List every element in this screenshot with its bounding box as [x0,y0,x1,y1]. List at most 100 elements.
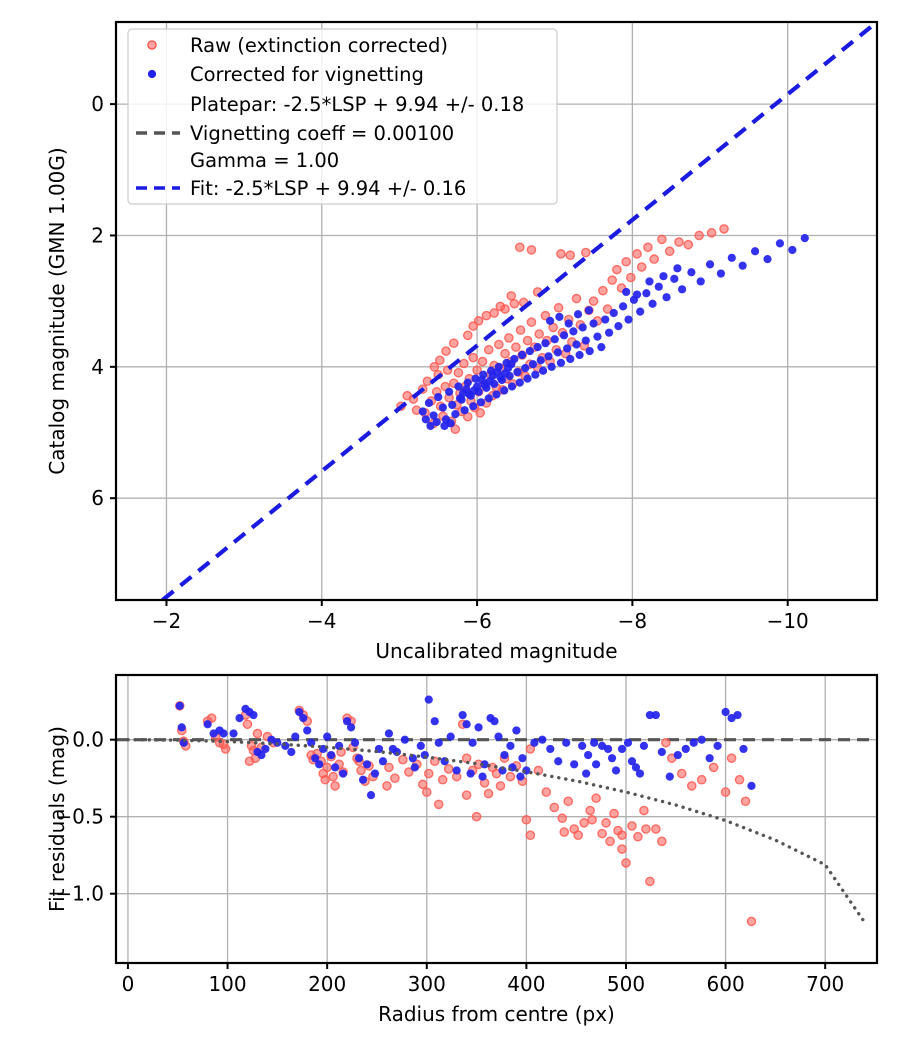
legend-item-label: Vignetting coeff = 0.00100 [190,122,454,145]
data-point [382,781,392,791]
data-point [585,805,595,816]
data-point [404,767,414,777]
data-point [504,333,514,343]
data-point [546,744,555,754]
data-point [604,328,614,337]
data-point [726,753,737,763]
data-point [330,781,340,791]
x-axis-label: Radius from centre (px) [378,1002,615,1026]
data-point [557,813,568,824]
data-point [440,421,449,431]
data-point [602,304,613,314]
legend-marker-icon [147,40,157,50]
data-point [346,723,356,732]
data-point [528,360,538,369]
data-point [674,237,684,247]
data-point [323,732,332,741]
data-point [463,378,472,387]
data-point [643,242,653,253]
data-point [350,738,360,747]
data-point [516,772,525,781]
data-point [538,366,548,375]
data-point [670,274,679,283]
data-point [489,308,499,318]
data-layer [116,695,877,927]
data-point [480,760,489,769]
data-point [639,805,649,816]
data-point [481,310,492,321]
data-point [494,339,504,350]
legend-item: Gamma = 1.00 [190,149,339,172]
data-point [694,230,704,241]
data-point [468,352,479,363]
y-tick-label: 0 [91,92,104,116]
data-point [621,858,631,868]
data-point [641,824,651,834]
data-point [747,781,756,790]
data-point [559,827,570,837]
data-point [740,796,751,807]
data-point [617,744,627,754]
data-point [451,410,460,419]
data-point [303,726,312,735]
data-point [612,264,622,275]
data-point [706,228,717,238]
data-point [476,398,486,407]
data-point [705,260,715,269]
data-point [579,818,589,828]
x-tick-label: 200 [308,972,346,996]
data-point [446,732,455,741]
data-point [581,336,590,345]
data-point [281,741,290,750]
data-point [511,342,521,352]
data-point [526,245,537,255]
legend-item: Corrected for vignetting [147,63,424,86]
data-point [601,315,610,324]
data-point [378,757,388,766]
data-point [607,275,618,285]
data-point [627,821,637,831]
data-point [331,763,340,772]
data-point [257,750,266,760]
data-point [605,836,615,847]
data-point [533,343,542,352]
x-tick-label: −2 [152,609,181,633]
data-point [177,723,186,732]
data-point [530,738,539,747]
data-point [525,830,536,840]
x-tick-label: 500 [607,972,645,996]
data-point [356,765,366,776]
data-point [621,256,631,267]
data-point [550,335,559,344]
axis-ticks: 0 100 200 300 400 500 600 700 0.0 −0.5 −1.0 [55,728,844,996]
data-point [400,735,409,744]
data-point [229,729,238,738]
data-point [512,726,521,735]
data-point [500,348,510,359]
data-point [450,424,461,435]
data-point [713,741,722,750]
data-point [434,738,443,747]
data-point [452,766,461,775]
data-point [507,360,516,369]
data-point [696,277,705,286]
data-point [498,766,507,775]
data-point [453,367,464,378]
data-point [525,744,536,754]
data-point [418,407,427,416]
axis-ticks: −2 −4 −6 −8 −10 0 2 4 6 [91,92,809,633]
data-point [651,710,660,720]
data-point [633,831,643,842]
data-point [454,382,463,391]
legend: Raw (extinction corrected) Corrected for … [127,28,558,205]
data-point [578,741,587,750]
data-point [618,302,628,311]
data-point [462,720,471,729]
data-point [445,387,454,396]
data-point [398,754,408,765]
y-axis-label: Catalog magnitude (GMN 1.00G) [45,147,69,474]
data-point [328,771,338,782]
data-point [523,374,532,383]
data-point [645,277,654,286]
data-point [540,310,551,321]
